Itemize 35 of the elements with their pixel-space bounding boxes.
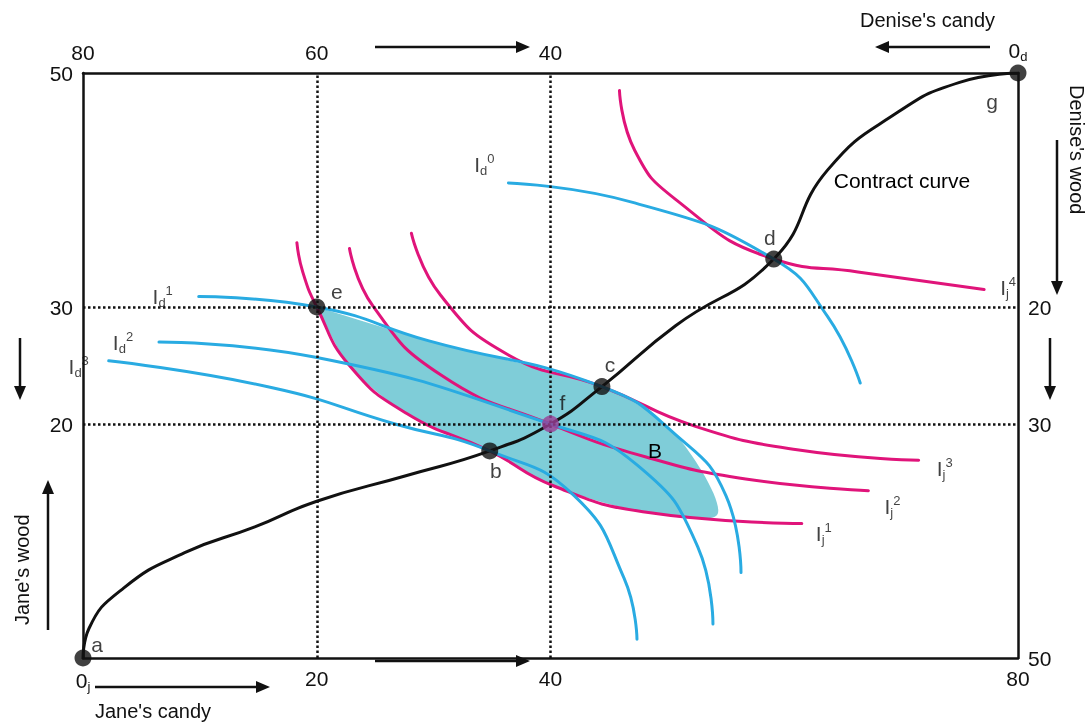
point <box>593 378 611 396</box>
annotation: Contract curve <box>833 168 971 192</box>
point <box>765 250 783 268</box>
y-tick-label: 30 <box>49 295 73 319</box>
point <box>1009 64 1027 82</box>
point <box>308 298 326 316</box>
annotation: g <box>986 89 998 113</box>
line-series <box>107 359 639 641</box>
x2-axis-title: Denise's candy <box>860 9 995 31</box>
x-tick-label: 80 <box>1006 667 1030 690</box>
x2-tick-label: 40 <box>538 41 563 64</box>
y2-tick-label: 50 <box>1028 646 1052 670</box>
y2-tick-label: 30 <box>1028 412 1052 436</box>
point <box>481 442 499 460</box>
annotation: f <box>559 390 566 414</box>
annotation: B <box>647 438 663 462</box>
x-tick-label: 40 <box>538 667 563 690</box>
line-series <box>157 340 715 626</box>
annotation: e <box>330 279 343 303</box>
y-axis-title: Jane's wood <box>11 514 33 625</box>
annotation: a <box>91 632 104 656</box>
annotation: b <box>489 459 502 483</box>
x-axis-title: Jane's candy <box>95 700 212 722</box>
point <box>542 415 559 433</box>
point <box>74 649 92 667</box>
y2-tick-label: 20 <box>1028 295 1052 319</box>
x-tick-label: 20 <box>305 667 329 690</box>
annotation: c <box>604 353 616 377</box>
y2-axis-title: Denise's wood <box>1066 85 1088 215</box>
line-series <box>617 89 986 291</box>
y-tick-label: 50 <box>49 61 73 85</box>
x2-tick-label: 60 <box>305 41 329 64</box>
annotation: d <box>763 225 776 249</box>
x2-tick-label: 80 <box>71 41 95 64</box>
y-tick-label: 20 <box>49 412 73 436</box>
